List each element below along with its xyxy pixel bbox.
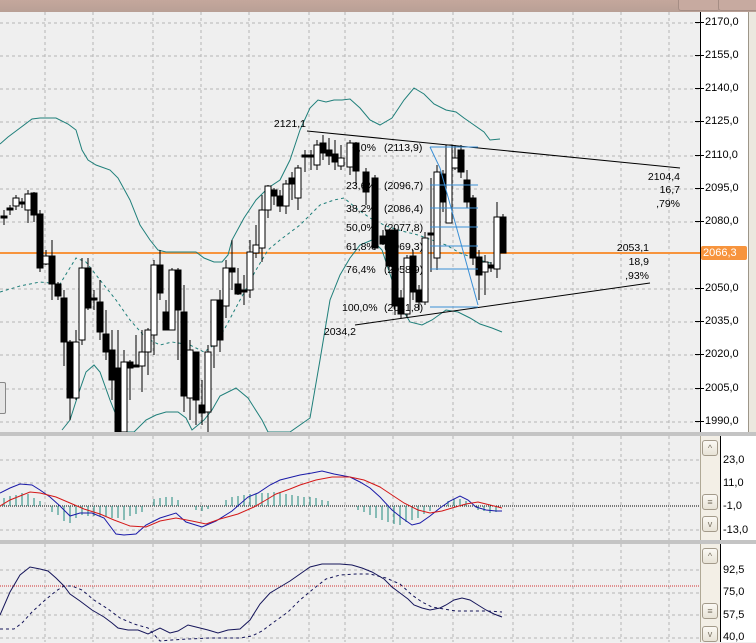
svg-text:(2058,9): (2058,9) bbox=[384, 264, 423, 276]
svg-text:16,7: 16,7 bbox=[660, 184, 681, 196]
svg-text:61,8%: 61,8% bbox=[346, 241, 376, 253]
svg-text:(2041,8): (2041,8) bbox=[384, 302, 423, 314]
svg-text:(2086,4): (2086,4) bbox=[384, 203, 423, 215]
stoch-scroll-down-button[interactable]: v bbox=[702, 626, 718, 642]
svg-text:(2096,7): (2096,7) bbox=[384, 180, 423, 192]
grip-icon: ≡ bbox=[707, 606, 713, 616]
macd-axis: 23,0 11,0 -1,0 -13,0 bbox=[720, 436, 756, 540]
fib-0: 0,0% bbox=[352, 142, 376, 154]
macd-chart bbox=[0, 436, 700, 540]
svg-text:,79%: ,79% bbox=[656, 198, 680, 210]
svg-text:18,9: 18,9 bbox=[629, 256, 650, 268]
fibonacci-labels: 0,0% (2113,9) 23,6% (2096,7) 38,2% (2086… bbox=[342, 142, 423, 314]
window-title-bar bbox=[0, 0, 756, 12]
current-price-tag: 2066,3 bbox=[701, 246, 747, 260]
macd-panel[interactable] bbox=[0, 436, 700, 540]
stoch-d-line bbox=[0, 573, 503, 642]
svg-text:2053,1: 2053,1 bbox=[617, 242, 649, 254]
price-chart: 0,0% (2113,9) 23,6% (2096,7) 38,2% (2086… bbox=[0, 12, 700, 432]
svg-text:38,2%: 38,2% bbox=[346, 203, 376, 215]
price-axis: 2170,0 2155,0 2140,0 2125,0 2110,0 2095,… bbox=[695, 12, 749, 432]
chevron-up-icon: ^ bbox=[707, 551, 713, 561]
svg-text:(2069,3): (2069,3) bbox=[384, 241, 423, 253]
stoch-k-line bbox=[0, 563, 503, 635]
macd-scroll-area[interactable] bbox=[700, 436, 721, 540]
chevron-down-icon: v bbox=[707, 629, 713, 639]
stoch-scroll-middle-button[interactable]: ≡ bbox=[702, 603, 718, 619]
stochastic-panel[interactable] bbox=[0, 544, 700, 642]
upper-trendline bbox=[306, 130, 681, 169]
macd-scroll-down-button[interactable]: v bbox=[702, 516, 718, 532]
stoch-axis: 92,5 75,0 57,5 40,0 bbox=[720, 544, 756, 643]
svg-text:(2113,9): (2113,9) bbox=[384, 142, 422, 154]
chevron-up-icon: ^ bbox=[707, 443, 713, 453]
svg-text:50,0%: 50,0% bbox=[346, 222, 376, 234]
panel-resize-handle[interactable] bbox=[0, 382, 6, 414]
svg-text:23,6%: 23,6% bbox=[346, 180, 376, 192]
svg-text:76,4%: 76,4% bbox=[346, 264, 376, 276]
macd-line bbox=[0, 470, 502, 536]
stochastic-chart bbox=[0, 544, 700, 642]
price-panel-scrollbar[interactable] bbox=[748, 12, 756, 432]
panel-divider[interactable] bbox=[0, 432, 756, 436]
svg-text:(2077,8): (2077,8) bbox=[384, 222, 423, 234]
svg-text:2104,4: 2104,4 bbox=[648, 171, 680, 183]
svg-text:100,0%: 100,0% bbox=[342, 302, 378, 314]
stoch-scroll-up-button[interactable]: ^ bbox=[702, 548, 718, 564]
svg-text:2034,2: 2034,2 bbox=[324, 326, 356, 338]
svg-text:2121,1: 2121,1 bbox=[274, 118, 306, 130]
macd-scroll-up-button[interactable]: ^ bbox=[702, 440, 718, 456]
grip-icon: ≡ bbox=[707, 497, 713, 507]
svg-text:,93%: ,93% bbox=[625, 270, 649, 282]
fibonacci-lines bbox=[429, 146, 479, 308]
macd-scroll-middle-button[interactable]: ≡ bbox=[702, 494, 718, 510]
minimize-button[interactable] bbox=[678, 0, 720, 11]
candlesticks bbox=[0, 135, 507, 432]
trendline-labels: 2121,1 2034,2 2104,4 16,7 ,79% 2053,1 18… bbox=[274, 118, 680, 338]
panel-divider-2[interactable] bbox=[0, 540, 756, 544]
chevron-down-icon: v bbox=[707, 519, 713, 529]
price-chart-panel[interactable]: 0,0% (2113,9) 23,6% (2096,7) 38,2% (2086… bbox=[0, 12, 700, 432]
bollinger-upper-band bbox=[0, 87, 501, 263]
maximize-button[interactable] bbox=[718, 0, 756, 11]
lower-trendline bbox=[354, 282, 651, 326]
macd-signal-line bbox=[0, 476, 503, 528]
bollinger-middle-band bbox=[0, 197, 501, 353]
